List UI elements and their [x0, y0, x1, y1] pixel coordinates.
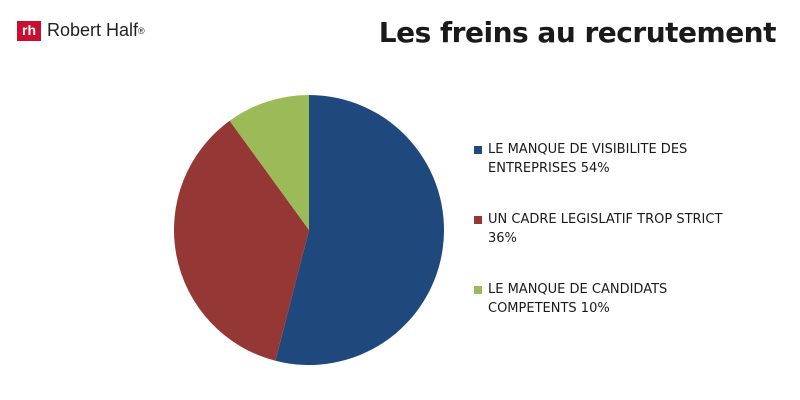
logo-text: Robert Half — [47, 20, 139, 40]
legend-value: 54% — [580, 161, 610, 176]
legend-label: LE MANQUE DE CANDIDATS COMPETENTS — [488, 282, 668, 316]
legend-item: UN CADRE LEGISLATIF TROP STRICT 36% — [474, 210, 724, 248]
legend-label: LE MANQUE DE VISIBILITE DES ENTREPRISES — [488, 142, 688, 176]
pie-slice — [229, 95, 309, 230]
chart-title: Les freins au recrutement — [378, 16, 777, 49]
pie-slice — [275, 95, 445, 366]
legend-swatch — [474, 286, 482, 294]
legend-item: LE MANQUE DE VISIBILITE DES ENTREPRISES … — [474, 140, 724, 178]
legend-swatch — [474, 216, 482, 224]
legend: LE MANQUE DE VISIBILITE DES ENTREPRISES … — [474, 140, 724, 350]
legend-value: 36% — [488, 231, 517, 246]
logo-registered: ® — [138, 25, 145, 36]
legend-swatch — [474, 146, 482, 154]
legend-label: UN CADRE LEGISLATIF TROP STRICT — [488, 212, 723, 227]
pie-slice — [174, 120, 309, 361]
logo-mark: rh — [17, 20, 41, 41]
legend-value: 10% — [580, 301, 610, 316]
legend-item: LE MANQUE DE CANDIDATS COMPETENTS 10% — [474, 280, 724, 318]
logo: rh Robert Half ® — [17, 20, 145, 41]
